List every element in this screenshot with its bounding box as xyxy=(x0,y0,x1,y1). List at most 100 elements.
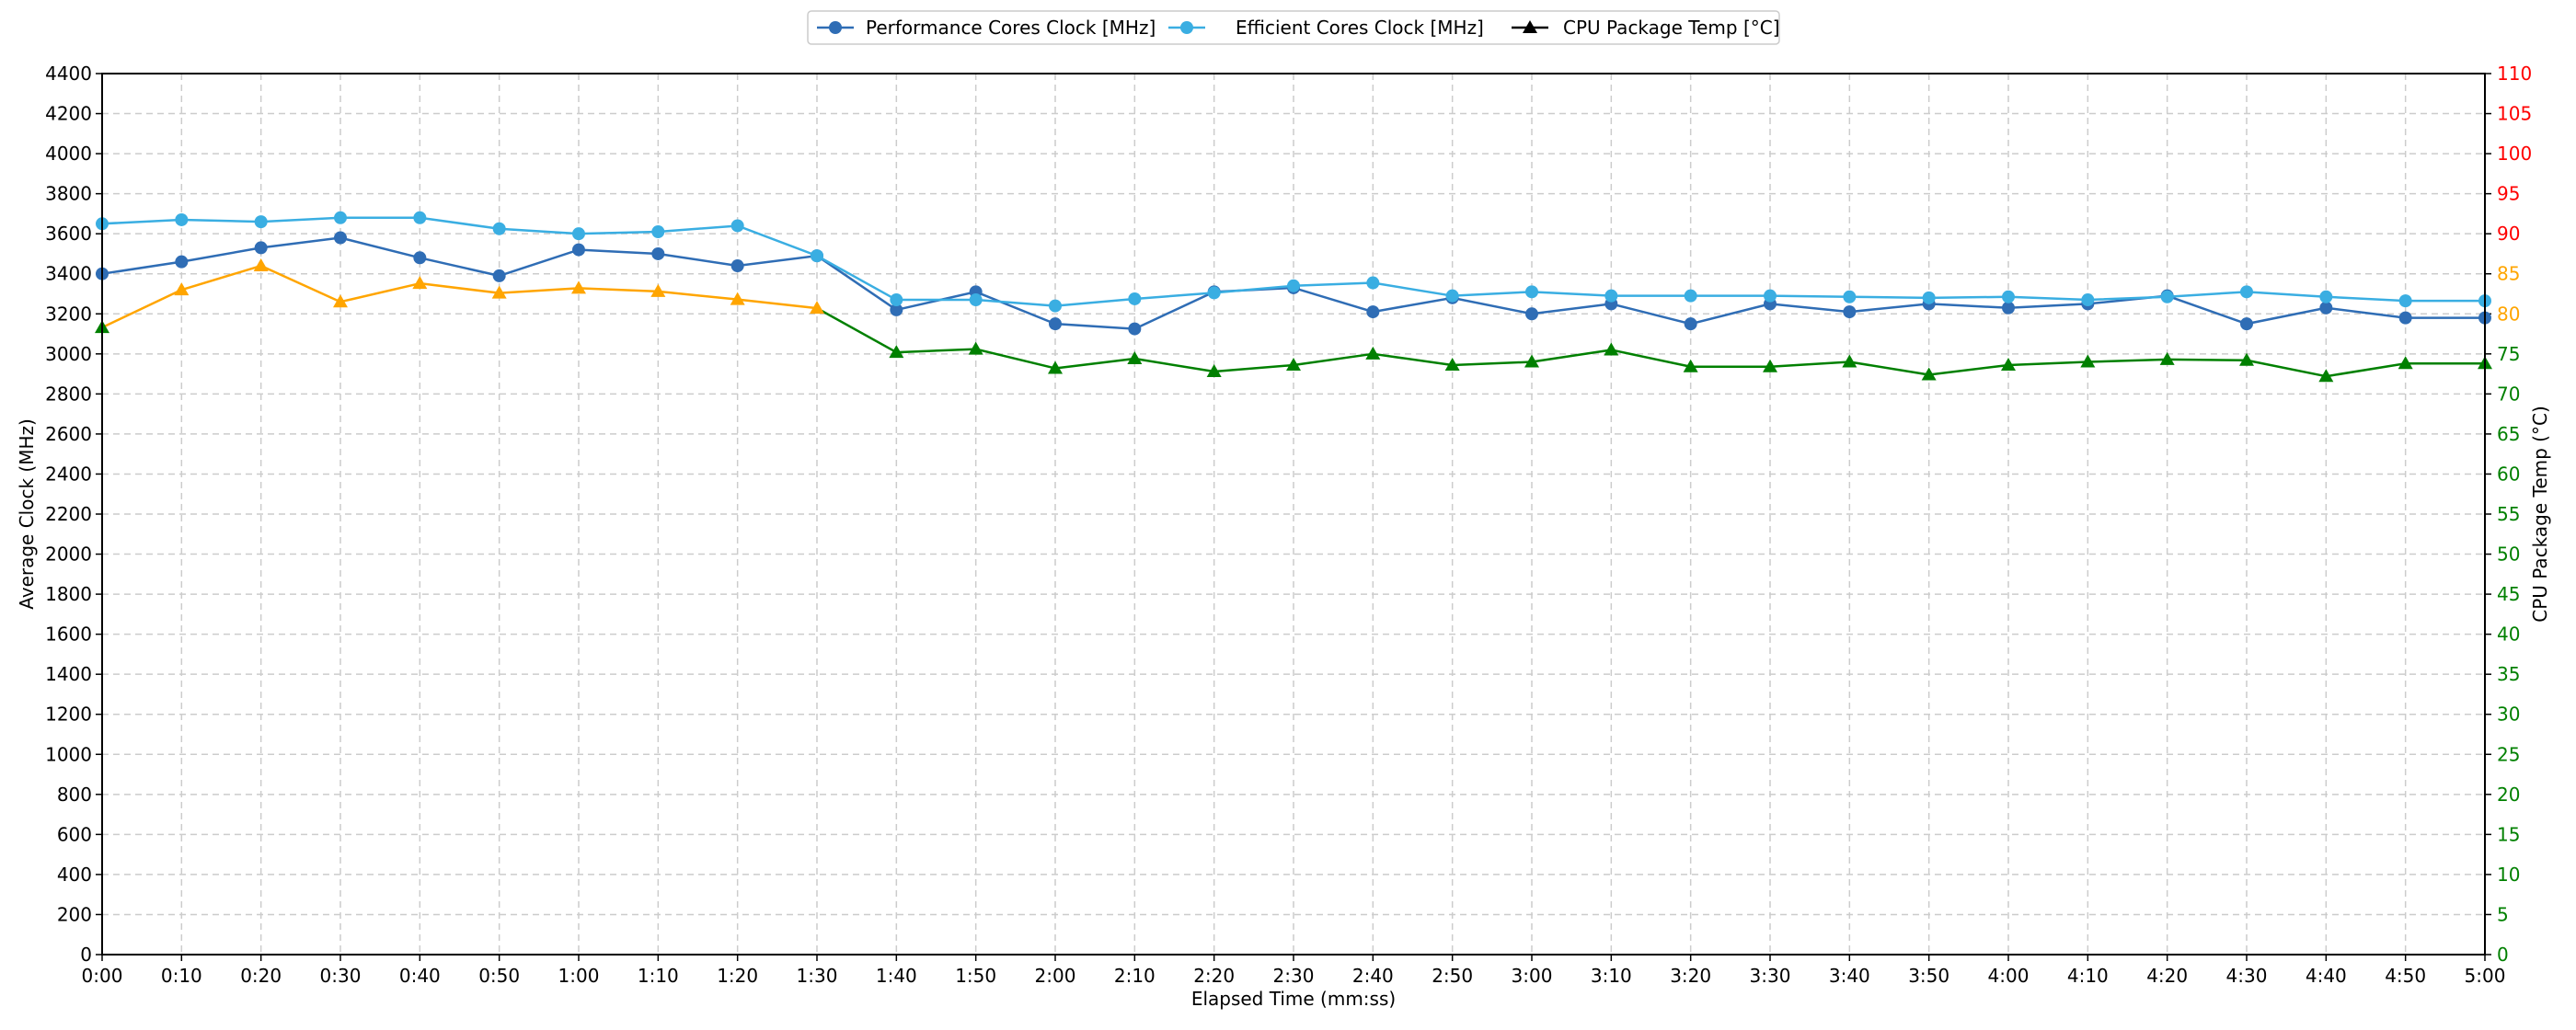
series-point-performance xyxy=(1684,317,1697,331)
temp-line-segment xyxy=(260,264,341,303)
temp-line-segment xyxy=(499,287,580,294)
right-y-tick-label: 55 xyxy=(2497,503,2520,525)
temp-point xyxy=(1444,358,1460,372)
series-point-efficient xyxy=(1922,291,1936,304)
temp-point xyxy=(2239,352,2254,366)
left-y-tick-label: 200 xyxy=(57,903,92,925)
legend-marker-temp xyxy=(1523,20,1537,33)
right-y-tick-label: 100 xyxy=(2497,143,2532,165)
series-point-efficient xyxy=(651,225,665,239)
x-tick-label: 4:20 xyxy=(2146,965,2188,987)
series-point-efficient xyxy=(175,212,189,226)
right-y-tick-label: 90 xyxy=(2497,223,2520,245)
x-tick-label: 0:20 xyxy=(240,965,282,987)
temp-line-segment xyxy=(1849,360,1929,376)
temp-line-segment xyxy=(101,289,182,329)
series-point-efficient xyxy=(730,219,744,233)
left-y-tick-label: 400 xyxy=(57,864,92,886)
series-point-efficient xyxy=(492,222,506,235)
temp-line-segment xyxy=(420,281,500,294)
left-y-tick-label: 4000 xyxy=(45,143,92,165)
right-y-tick-label: 85 xyxy=(2497,263,2520,285)
x-tick-label: 2:40 xyxy=(1352,965,1394,987)
x-tick-label: 1:40 xyxy=(876,965,917,987)
x-tick-label: 1:50 xyxy=(955,965,996,987)
x-tick-label: 1:20 xyxy=(717,965,758,987)
x-tick-label: 2:50 xyxy=(1432,965,1473,987)
x-tick-label: 4:50 xyxy=(2385,965,2426,987)
temp-point xyxy=(571,280,586,294)
x-tick-label: 1:10 xyxy=(638,965,679,987)
right-y-tick-label: 35 xyxy=(2497,663,2520,685)
temp-line-segment xyxy=(1531,349,1612,363)
temp-point xyxy=(650,283,666,297)
x-tick-label: 3:10 xyxy=(1591,965,1632,987)
series-point-efficient xyxy=(1207,286,1221,300)
left-y-tick-label: 0 xyxy=(80,944,92,966)
left-y-tick-label: 3200 xyxy=(45,303,92,325)
series-point-efficient xyxy=(1366,276,1380,290)
legend-marker-efficient xyxy=(1180,21,1193,34)
x-tick-label: 3:20 xyxy=(1670,965,1711,987)
x-tick-label: 4:00 xyxy=(1988,965,2030,987)
legend-item-performance: Performance Cores Clock [MHz] xyxy=(817,17,1156,39)
series-point-performance xyxy=(175,255,189,269)
left-y-tick-label: 1400 xyxy=(45,663,92,685)
series-point-efficient xyxy=(254,215,268,229)
series-point-efficient xyxy=(1604,289,1618,303)
temp-line-segment xyxy=(896,348,976,354)
series-point-performance xyxy=(254,241,268,255)
temp-line-segment xyxy=(339,281,420,303)
temp-point xyxy=(1604,342,1619,356)
right-y-tick-label: 40 xyxy=(2497,624,2520,646)
series-point-efficient xyxy=(2002,290,2015,303)
series-point-efficient xyxy=(334,211,347,224)
series-point-performance xyxy=(413,251,427,265)
left-y-tick-label: 3400 xyxy=(45,263,92,285)
right-y-tick-label: 10 xyxy=(2497,864,2520,886)
temp-line-segment xyxy=(1452,360,1533,367)
temp-point xyxy=(1683,359,1698,372)
x-tick-label: 0:00 xyxy=(82,965,123,987)
left-y-tick-label: 2200 xyxy=(45,503,92,525)
left-y-tick-label: 2000 xyxy=(45,544,92,566)
temp-line-segment xyxy=(1928,363,2009,376)
left-y-tick-label: 1800 xyxy=(45,583,92,605)
right-y-tick-label: 5 xyxy=(2497,903,2509,925)
temp-line-segment xyxy=(1373,352,1453,367)
temp-point xyxy=(1048,360,1063,374)
temp-point xyxy=(810,301,824,315)
temp-point xyxy=(1127,351,1143,365)
right-y-tick-label: 20 xyxy=(2497,784,2520,806)
series-point-efficient xyxy=(1445,289,1459,303)
series-point-efficient xyxy=(1128,292,1142,305)
right-y-tick-label: 110 xyxy=(2497,63,2532,85)
x-tick-label: 4:40 xyxy=(2306,965,2347,987)
temp-line-segment xyxy=(2326,362,2406,378)
x-axis-ticks: 0:00 0:10 0:20 0:30 0:40 0:50 1:00 1:10 1:20 1:30… xyxy=(82,955,2505,987)
temp-point xyxy=(1286,358,1301,372)
right-y-tick-label: 70 xyxy=(2497,383,2520,405)
plot-frame xyxy=(101,73,2486,956)
temp-line-segment xyxy=(1213,363,1294,373)
legend-item-temp: CPU Package Temp [°C] xyxy=(1512,17,1780,39)
series-point-efficient xyxy=(1684,289,1697,303)
temp-point xyxy=(1921,367,1937,381)
series-point-efficient xyxy=(1049,299,1062,313)
x-tick-label: 3:40 xyxy=(1829,965,1870,987)
series-point-efficient xyxy=(2081,293,2095,307)
series-point-efficient xyxy=(1764,289,1777,303)
right-y-axis-title: CPU Package Temp (°C) xyxy=(2529,406,2551,623)
series-point-efficient xyxy=(811,249,823,263)
x-axis-title: Elapsed Time (mm:ss) xyxy=(1191,988,1396,1010)
left-y-tick-label: 3800 xyxy=(45,183,92,205)
series-point-performance xyxy=(1366,305,1380,319)
series-point-performance xyxy=(334,231,347,245)
x-tick-label: 2:10 xyxy=(1114,965,1156,987)
x-tick-label: 2:20 xyxy=(1193,965,1235,987)
temp-line-segment xyxy=(180,264,262,292)
left-y-tick-label: 1600 xyxy=(45,624,92,646)
right-y-axis-ticks: 0 5 10 15 20 25 30 35 40 45 50 55 60 65 70 75 80 85 90 95 10… xyxy=(2485,63,2532,966)
left-y-axis-ticks: 0 200 400 600 800 1000 1200 1400 1600 1800 2000 220… xyxy=(45,63,102,966)
